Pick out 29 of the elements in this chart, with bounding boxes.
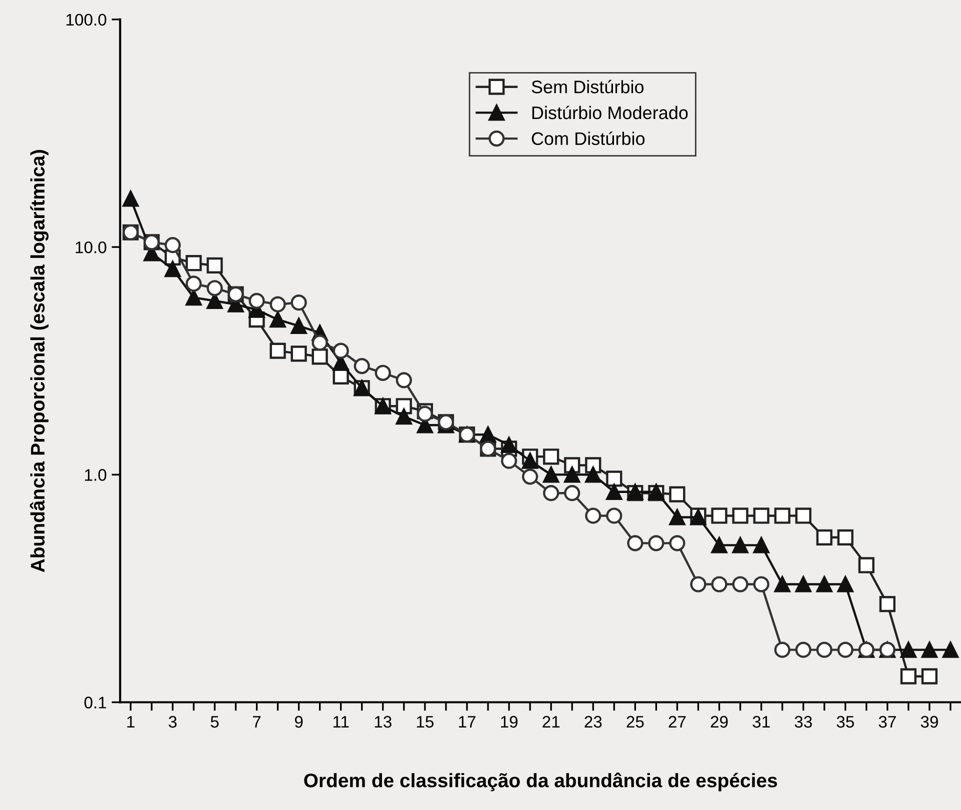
x-tick-label: 33 bbox=[794, 716, 812, 728]
y-axis-title: Abundância Proporcional (escala logarítmica) bbox=[30, 150, 49, 572]
x-tick-label: 3 bbox=[168, 716, 177, 728]
x-tick-label: 11 bbox=[333, 716, 349, 728]
x-tick-label: 39 bbox=[920, 716, 938, 728]
x-tick-label: 31 bbox=[752, 716, 770, 728]
x-tick-label: 9 bbox=[294, 716, 303, 728]
x-tick-label: 1 bbox=[127, 716, 134, 728]
legend-label: Distúrbio Moderado bbox=[532, 106, 688, 120]
x-tick-label: 27 bbox=[668, 716, 686, 728]
x-tick-label: 13 bbox=[374, 716, 392, 728]
y-tick-label: 0.1 bbox=[84, 696, 106, 708]
x-tick-label: 7 bbox=[252, 716, 261, 728]
x-tick-label: 17 bbox=[458, 716, 476, 728]
x-tick-label: 19 bbox=[501, 716, 518, 728]
legend-label: Sem Distúrbio bbox=[532, 80, 644, 94]
y-tick-label: 100.0 bbox=[66, 14, 106, 26]
x-tick-label: 15 bbox=[416, 716, 434, 728]
x-tick-label: 37 bbox=[878, 716, 896, 728]
x-tick-label: 29 bbox=[710, 716, 728, 728]
x-tick-label: 21 bbox=[542, 716, 560, 728]
x-tick-label: 25 bbox=[626, 716, 644, 728]
x-tick-label: 5 bbox=[210, 716, 219, 728]
y-tick-label: 1.0 bbox=[85, 469, 106, 481]
x-axis-title: Ordem de classificação da abundância de espécies bbox=[304, 772, 778, 792]
legend-label: Com Distúrbio bbox=[532, 132, 645, 146]
x-tick-label: 35 bbox=[836, 716, 854, 728]
x-tick-label: 23 bbox=[584, 716, 602, 728]
y-tick-label: 10.0 bbox=[76, 241, 106, 254]
